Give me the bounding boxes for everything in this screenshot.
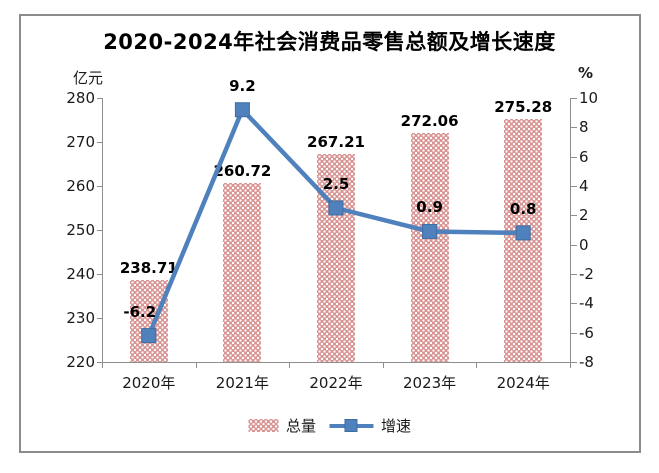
left-axis-tick	[97, 274, 102, 275]
bar-value-label: 267.21	[307, 133, 365, 152]
right-axis-tick-label: 2	[579, 206, 589, 225]
right-axis-tick-label: -4	[579, 294, 594, 313]
line-value-label: 2.5	[322, 175, 350, 193]
left-axis-tick	[97, 318, 102, 319]
line-value-label: -6.2	[123, 302, 157, 321]
right-axis-tick-label: -6	[579, 323, 594, 342]
left-axis-tick	[97, 230, 102, 231]
right-axis-unit-label: %	[578, 64, 594, 82]
right-axis-tick	[571, 274, 577, 275]
right-axis-tick	[571, 186, 577, 187]
legend-bar-label: 总量	[285, 417, 316, 435]
x-axis-category-label: 2020年	[122, 374, 176, 392]
line-marker	[234, 102, 250, 118]
x-axis-tick	[289, 363, 291, 368]
left-axis-tick-label: 220	[66, 353, 95, 371]
bar	[504, 118, 543, 362]
right-axis-tick-label: 0	[579, 235, 589, 254]
left-axis-tick-label: 230	[66, 309, 95, 327]
bar	[129, 279, 168, 362]
x-axis-tick	[476, 363, 478, 368]
x-axis-tick	[570, 363, 571, 368]
right-axis-tick-label: 6	[579, 147, 589, 166]
left-axis-tick-label: 250	[66, 221, 95, 239]
left-axis-line	[102, 98, 103, 362]
right-axis-tick	[571, 215, 577, 217]
bar	[410, 132, 449, 362]
right-axis-tick	[571, 127, 577, 129]
x-axis-category-label: 2021年	[215, 374, 269, 392]
left-axis-tick	[97, 362, 102, 363]
x-axis-tick	[102, 363, 103, 368]
left-axis-tick	[97, 98, 102, 99]
left-axis-tick	[97, 142, 102, 143]
bar-value-label: 260.72	[213, 161, 272, 180]
x-axis-category-label: 2023年	[403, 374, 457, 392]
right-axis-tick-label: 4	[579, 177, 589, 195]
legend-line-swatch	[329, 418, 373, 433]
x-axis-tick	[382, 363, 384, 368]
right-axis-tick	[571, 244, 577, 246]
left-axis-tick-label: 260	[66, 177, 95, 195]
right-axis-tick	[571, 332, 577, 334]
legend-bar-swatch	[247, 419, 278, 432]
x-axis-line	[102, 362, 571, 363]
left-axis-tick-label: 240	[66, 265, 95, 283]
right-axis-tick-label: -2	[579, 265, 594, 283]
line-value-label: 9.2	[229, 76, 256, 95]
legend-line-marker	[344, 419, 357, 432]
right-axis-tick	[571, 362, 577, 363]
left-axis-tick-label: 270	[66, 133, 95, 151]
bar-value-label: 272.06	[400, 111, 459, 130]
chart-title: 2020-2024年社会消费品零售总额及增长速度	[103, 30, 556, 54]
left-axis-tick-label: 280	[66, 89, 95, 107]
line-value-label: 0.8	[509, 199, 537, 218]
x-axis-category-label: 2022年	[309, 374, 363, 392]
line-value-label: 0.9	[416, 198, 443, 217]
left-axis-unit-label: 亿元	[73, 69, 104, 87]
right-axis-tick	[571, 98, 577, 99]
legend-line-label: 增速	[381, 417, 412, 435]
x-axis-category-label: 2024年	[496, 374, 550, 392]
bar-value-label: 238.71	[119, 258, 178, 277]
right-axis-tick-label: -8	[579, 353, 594, 371]
left-axis-tick	[97, 186, 102, 187]
legend: 总量 增速	[247, 415, 412, 436]
right-axis-tick	[571, 303, 577, 305]
right-axis-line	[570, 98, 571, 362]
right-axis-tick	[571, 156, 577, 158]
bar	[223, 182, 262, 362]
right-axis-tick-label: 10	[579, 89, 599, 107]
right-axis-tick-label: 8	[579, 118, 589, 137]
x-axis-tick	[195, 363, 197, 368]
bar-value-label: 275.28	[494, 97, 553, 116]
